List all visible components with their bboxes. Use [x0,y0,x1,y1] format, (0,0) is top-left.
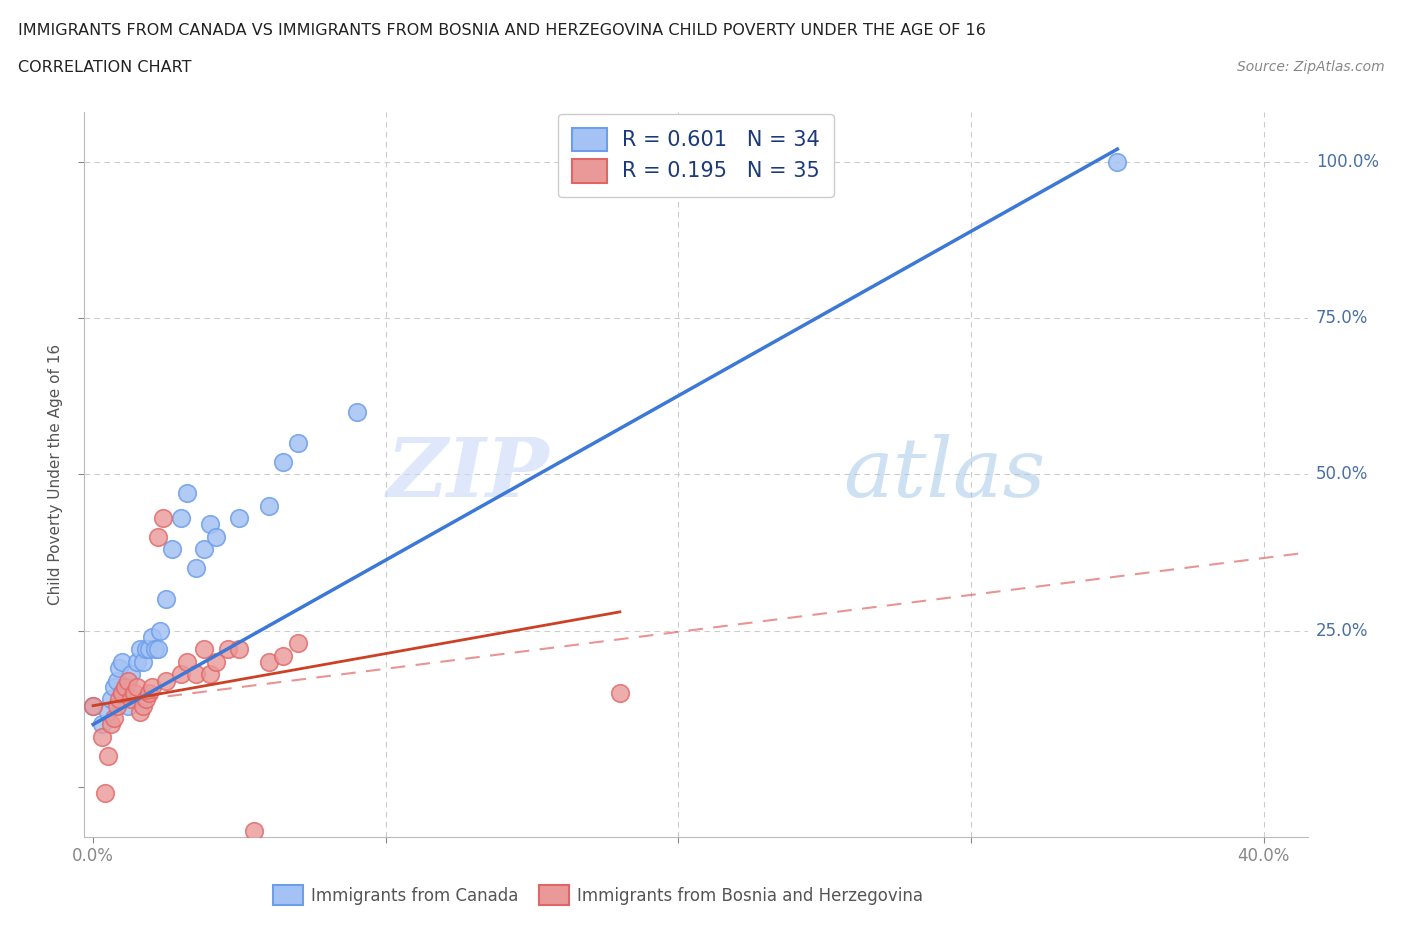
Point [184,667,207,682]
Point [100,692,122,707]
Point [135,642,157,657]
Point [609,685,631,700]
Point [125,655,148,670]
Point [205,655,228,670]
Text: 50.0%: 50.0% [1316,465,1368,484]
Point [228,511,250,525]
Point [82,698,104,713]
Text: 75.0%: 75.0% [1316,309,1368,327]
Y-axis label: Child Poverty Under the Age of 16: Child Poverty Under the Age of 16 [48,344,63,604]
Point [1107,154,1129,169]
Point [111,685,134,700]
Text: Source: ZipAtlas.com: Source: ZipAtlas.com [1237,60,1385,74]
Point [111,655,134,670]
Point [257,655,280,670]
Point [146,642,169,657]
Text: CORRELATION CHART: CORRELATION CHART [18,60,191,75]
Point [217,642,239,657]
Point [273,648,295,663]
Point [125,680,148,695]
Point [129,642,152,657]
Point [108,660,131,675]
Text: IMMIGRANTS FROM CANADA VS IMMIGRANTS FROM BOSNIA AND HERZEGOVINA CHILD POVERTY U: IMMIGRANTS FROM CANADA VS IMMIGRANTS FRO… [18,23,986,38]
Point [228,642,250,657]
Point [94,786,117,801]
Point [287,636,309,651]
Point [100,717,122,732]
Point [120,667,142,682]
Point [193,542,215,557]
Point [105,673,128,688]
Point [146,529,169,544]
Point [205,529,228,544]
Point [108,692,131,707]
Point [257,498,280,513]
Point [82,698,104,713]
Point [120,692,142,707]
Point [141,630,163,644]
Point [198,517,221,532]
Point [170,511,193,525]
Point [141,680,163,695]
Point [97,749,120,764]
Point [138,642,160,657]
Legend: Immigrants from Canada, Immigrants from Bosnia and Herzegovina: Immigrants from Canada, Immigrants from … [266,879,929,912]
Point [198,667,221,682]
Point [117,698,139,713]
Point [103,680,125,695]
Text: 25.0%: 25.0% [1316,621,1368,640]
Point [143,642,166,657]
Point [132,698,155,713]
Point [243,823,266,838]
Point [287,435,309,450]
Point [155,591,177,606]
Text: 100.0%: 100.0% [1316,153,1379,170]
Point [170,667,193,682]
Point [117,673,139,688]
Point [346,405,368,419]
Point [176,655,198,670]
Point [111,685,134,700]
Point [273,455,295,470]
Point [184,561,207,576]
Point [129,705,152,720]
Point [122,685,145,700]
Point [105,698,128,713]
Text: ZIP: ZIP [387,434,550,514]
Point [97,705,120,720]
Point [176,485,198,500]
Point [152,511,174,525]
Point [155,673,177,688]
Point [90,717,112,732]
Point [193,642,215,657]
Point [138,685,160,700]
Point [135,692,157,707]
Point [114,680,136,695]
Point [90,729,112,744]
Point [132,655,155,670]
Point [103,711,125,725]
Point [160,542,183,557]
Text: atlas: atlas [842,434,1045,514]
Point [149,623,172,638]
